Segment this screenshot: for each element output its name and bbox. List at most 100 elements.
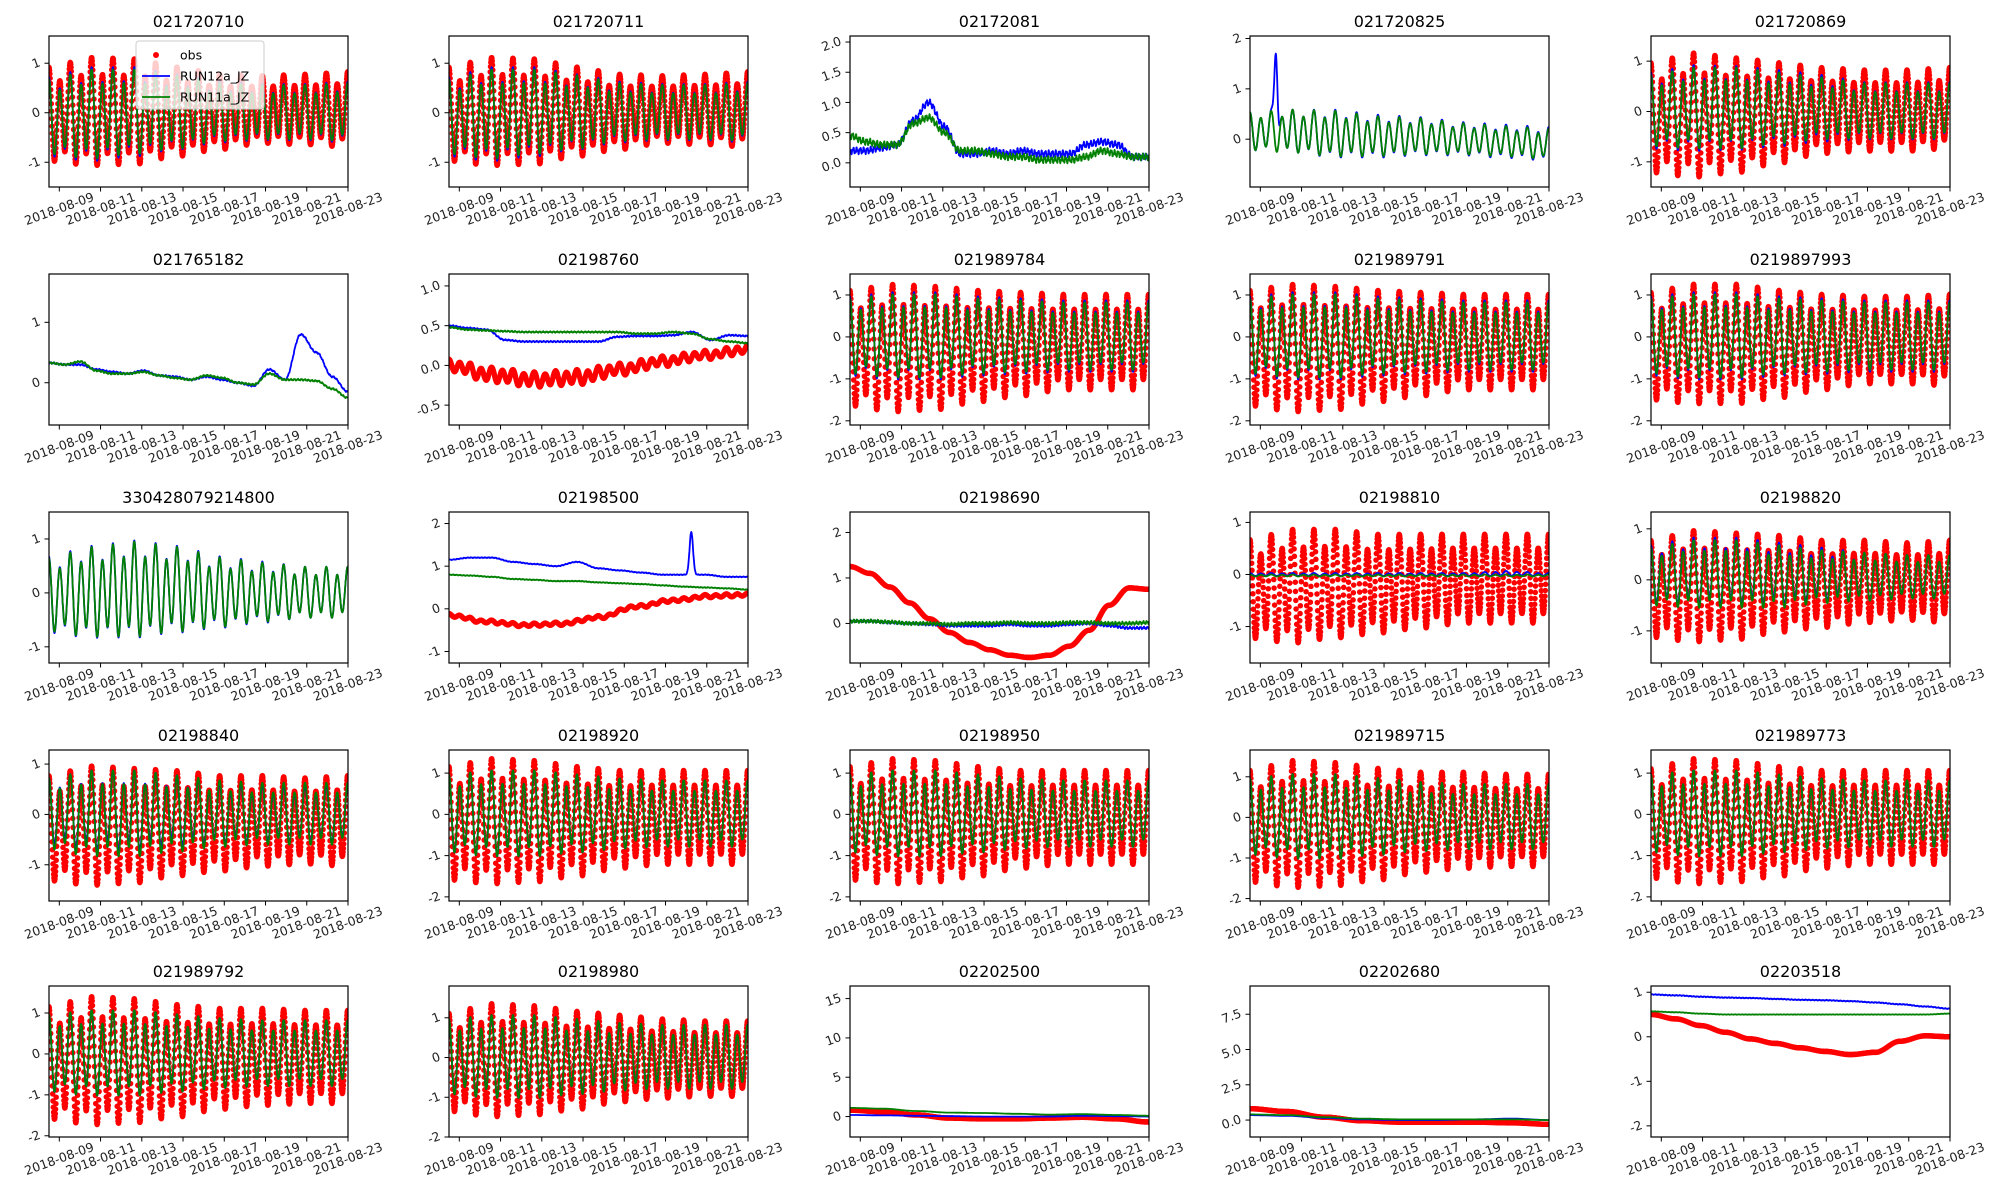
axes-frame [448,749,749,902]
y-tick-label: -2 [1627,1117,1644,1135]
subplot-title: 021989773 [1755,726,1847,745]
plot-area [449,324,748,390]
subplot-title: 02198840 [158,726,239,745]
y-tick-label: 0 [430,806,443,823]
subplot-02198690: 021986902018-08-092018-08-112018-08-1320… [823,488,1185,704]
subplot-02198760: 021987602018-08-092018-08-112018-08-1320… [414,250,784,466]
plot-area [1250,757,1549,891]
y-tick-label: 1 [430,1009,443,1026]
subplot-title: 02198980 [558,962,639,981]
axes-frame [448,511,749,664]
y-tick-label: 1 [831,764,844,781]
subplot-02202680: 022026802018-08-092018-08-112018-08-1320… [1219,962,1585,1178]
subplot-021989784: 0219897842018-08-092018-08-112018-08-132… [823,250,1185,466]
y-tick-label: 0 [430,600,443,617]
subplot-021720869: 0217208692018-08-092018-08-112018-08-132… [1624,12,1986,228]
y-tick-label: -2 [826,888,843,906]
subplot-0219897993: 02198979932018-08-092018-08-112018-08-13… [1624,250,1986,466]
series-line-RUN11a_JZ [1250,293,1549,379]
subplot-title: 021989791 [1354,250,1446,269]
subplot-title: 021720710 [153,12,245,31]
y-tick-label: 2 [831,524,844,541]
plot-area [1250,52,1549,161]
y-tick-label: 0 [1632,1028,1645,1045]
y-tick-label: -2 [1627,412,1644,430]
y-tick-label: 0 [30,104,43,121]
series-line-RUN11a_JZ [449,769,748,858]
series-line-RUN11a_JZ [1651,769,1950,858]
y-tick-label: -2 [1226,890,1243,908]
y-tick-label: 0 [1231,809,1244,826]
subplot-02198920: 021989202018-08-092018-08-112018-08-1320… [422,726,784,942]
y-tick-label: -1 [425,1089,442,1107]
axes-frame [448,273,749,426]
axes-frame [448,35,749,188]
series-line-RUN11a_JZ [850,293,1149,379]
axes-frame [48,273,349,426]
y-tick-label: 7.5 [1219,1005,1243,1026]
y-tick-label: 0 [430,1049,443,1066]
subplot-330428079214800: 3304280792148002018-08-092018-08-112018-… [22,488,384,704]
axes-frame [849,749,1150,902]
subplot-title: 02198760 [558,250,639,269]
series-line-RUN11a_JZ [1651,1010,1950,1016]
series-line-RUN11a_JZ [1651,293,1950,379]
y-tick-label: 0 [831,806,844,823]
plot-area [449,755,748,887]
y-tick-label: -2 [25,1127,42,1145]
legend-label: RUN11a_JZ [180,90,249,105]
subplot-title: 02198690 [959,488,1040,507]
obs-markers [1651,1011,1950,1058]
axes-frame [48,511,349,664]
y-tick-label: 2 [1231,30,1244,47]
y-tick-label: 0 [1632,571,1645,588]
plot-area [49,993,348,1128]
series-line-RUN11a_JZ [49,1009,348,1097]
series-line-RUN11a_JZ [1651,539,1950,609]
obs-markers [449,342,748,390]
y-tick-label: -2 [1226,412,1243,430]
y-tick-label: -1 [1226,618,1243,636]
subplot-02198980: 021989802018-08-092018-08-112018-08-1320… [422,962,784,1178]
y-tick-label: 1.0 [819,94,843,115]
series-line-RUN11a_JZ [449,325,748,345]
y-tick-label: -1 [826,370,843,388]
axes-frame [849,35,1150,188]
legend-obs-marker [153,52,159,58]
subplot-title: 0219897993 [1750,250,1852,269]
y-tick-label: 2.0 [819,33,843,54]
y-tick-label: 5 [831,1068,844,1085]
series-line-RUN12a_JZ [1651,993,1950,1010]
series-line-RUN11a_JZ [49,359,348,400]
subplot-title: 330428079214800 [122,488,275,507]
axes-frame [849,273,1150,426]
y-tick-label: -1 [25,638,42,656]
series-line-RUN11a_JZ [1250,573,1549,578]
plot-area [49,539,348,639]
axes-frame [1249,511,1550,664]
y-tick-label: 2.5 [1219,1076,1243,1097]
subplot-021720825: 0217208252018-08-092018-08-112018-08-132… [1223,12,1585,228]
subplot-title: 021720711 [553,12,645,31]
subplot-02198840: 021988402018-08-092018-08-112018-08-1320… [22,726,384,942]
plot-area [449,1000,748,1120]
y-tick-label: -2 [425,888,442,906]
y-tick-label: -1 [1226,849,1243,867]
legend-label: obs [180,48,202,63]
subplot-title: 02203518 [1760,962,1841,981]
subplot-02198950: 021989502018-08-092018-08-112018-08-1320… [823,726,1185,942]
y-tick-label: 1 [1632,983,1645,1000]
y-tick-label: -1 [1627,847,1644,865]
series-line-RUN11a_JZ [449,1014,748,1099]
y-tick-label: -1 [425,153,442,171]
plot-area [1651,755,1950,887]
y-tick-label: 0 [831,1108,844,1125]
y-tick-label: 1 [30,314,43,331]
y-tick-label: -2 [1627,888,1644,906]
y-tick-label: -2 [425,1128,442,1146]
y-tick-label: 0 [30,374,43,391]
y-tick-label: 1 [430,764,443,781]
y-tick-label: 0 [1632,103,1645,120]
y-tick-label: 1 [1231,514,1244,531]
subplot-title: 02198920 [558,726,639,745]
